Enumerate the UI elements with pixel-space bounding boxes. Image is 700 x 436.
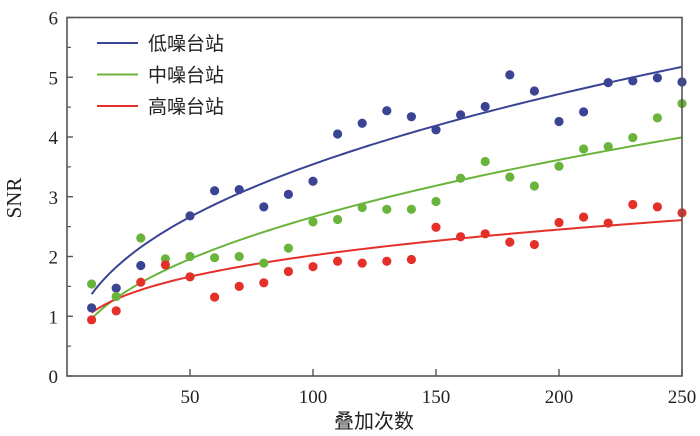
data-point-series-0: [333, 129, 343, 139]
legend-label: 低噪台站: [148, 33, 224, 55]
data-point-series-1: [87, 279, 97, 289]
x-tick-label: 200: [545, 387, 574, 408]
data-point-series-2: [480, 229, 490, 239]
data-point-series-2: [234, 281, 244, 291]
data-point-series-1: [579, 144, 589, 154]
x-tick-label: 100: [299, 387, 328, 408]
data-point-series-1: [234, 251, 244, 262]
data-point-series-2: [283, 266, 293, 277]
data-point-series-0: [406, 112, 416, 122]
data-point-series-0: [554, 116, 564, 127]
data-point-series-0: [87, 303, 97, 313]
y-tick-label: 2: [49, 248, 59, 269]
data-point-series-2: [357, 258, 367, 268]
data-point-series-0: [210, 186, 220, 196]
data-point-series-1: [406, 204, 416, 214]
fit-line-series-1: [90, 136, 683, 320]
data-point-series-2: [333, 256, 343, 266]
data-point-series-2: [210, 292, 220, 302]
data-point-series-0: [111, 283, 121, 293]
x-axis-title: 叠加次数: [334, 409, 414, 433]
data-point-series-2: [431, 222, 441, 232]
data-point-series-1: [603, 141, 613, 152]
y-axis-title: SNR: [2, 178, 26, 219]
data-point-series-1: [185, 251, 195, 262]
data-point-series-2: [628, 199, 638, 210]
data-point-series-0: [480, 101, 490, 112]
data-point-series-1: [283, 243, 293, 253]
data-point-series-1: [480, 156, 490, 167]
data-point-series-1: [505, 172, 515, 182]
data-point-series-2: [603, 218, 613, 228]
data-point-series-1: [111, 291, 121, 302]
data-point-series-1: [308, 217, 318, 227]
data-point-series-0: [456, 110, 466, 120]
data-point-series-1: [628, 132, 638, 143]
y-tick-label: 4: [49, 128, 59, 149]
data-point-series-2: [554, 217, 564, 228]
data-point-series-2: [652, 202, 663, 212]
data-point-series-1: [652, 113, 663, 123]
y-tick-label: 6: [49, 9, 59, 30]
data-point-series-0: [431, 125, 441, 135]
data-point-series-1: [210, 253, 220, 263]
data-point-series-0: [603, 78, 613, 88]
data-point-series-1: [333, 214, 343, 225]
data-point-series-0: [382, 106, 392, 116]
x-ticks: 50 100 150 200 250: [181, 369, 697, 408]
y-ticks: 0 1 2 3 4 5 6: [49, 9, 73, 388]
data-points: [87, 70, 687, 325]
data-point-series-2: [505, 237, 515, 247]
data-point-series-1: [431, 196, 441, 207]
data-point-series-0: [579, 107, 589, 117]
data-point-series-1: [554, 161, 564, 171]
data-point-series-0: [259, 202, 269, 212]
data-point-series-1: [136, 233, 146, 243]
data-point-series-2: [111, 306, 121, 316]
y-tick-label: 1: [49, 307, 59, 328]
data-point-series-2: [456, 232, 466, 242]
data-point-series-1: [259, 258, 269, 268]
data-point-series-0: [136, 260, 146, 271]
data-point-series-2: [87, 315, 97, 325]
data-point-series-0: [357, 118, 367, 128]
data-point-series-2: [529, 239, 540, 250]
data-point-series-1: [529, 181, 540, 191]
data-point-series-2: [185, 272, 195, 282]
x-tick-label: 50: [181, 387, 200, 408]
data-point-series-0: [234, 184, 244, 195]
fit-line-series-2: [91, 219, 683, 314]
data-point-series-2: [160, 260, 170, 270]
legend-label: 高噪台站: [148, 96, 224, 118]
data-point-series-0: [652, 73, 663, 83]
data-point-series-0: [505, 70, 515, 80]
data-point-series-2: [136, 277, 146, 287]
y-tick-label: 3: [49, 188, 59, 209]
data-point-series-2: [259, 278, 269, 288]
x-tick-label: 150: [422, 387, 451, 408]
data-point-series-0: [308, 176, 318, 186]
data-point-series-2: [406, 254, 416, 265]
data-point-series-2: [308, 262, 318, 272]
data-point-series-1: [382, 204, 392, 214]
legend-label: 中噪台站: [148, 65, 224, 87]
data-point-series-2: [382, 256, 392, 266]
x-tick-label: 250: [668, 387, 697, 408]
y-tick-label: 5: [49, 68, 59, 89]
data-point-series-2: [579, 212, 589, 222]
data-point-series-1: [456, 173, 466, 183]
data-point-series-0: [185, 211, 195, 221]
data-point-series-0: [628, 76, 638, 86]
axes: 0 1 2 3 4 5 6 50 100 150 200 250: [49, 9, 697, 409]
data-point-series-0: [283, 189, 293, 199]
data-point-series-1: [357, 202, 367, 213]
y-tick-label: 0: [49, 367, 59, 388]
data-point-series-0: [529, 86, 540, 96]
